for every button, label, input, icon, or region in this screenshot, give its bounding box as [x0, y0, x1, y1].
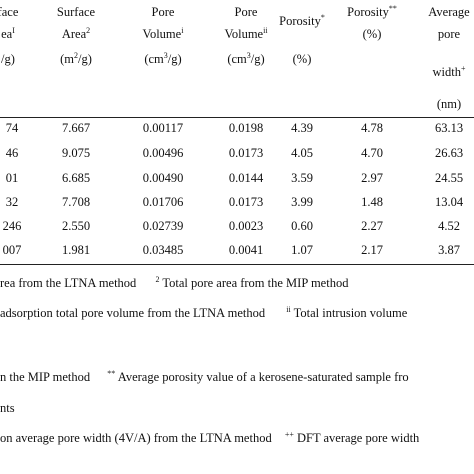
- table-cell: 7.667: [61, 121, 91, 135]
- table-cell: 2.27: [361, 219, 383, 233]
- header-avg-pore-width-line1: Average: [428, 5, 470, 19]
- table-cell: 74: [5, 121, 19, 135]
- table-cell: 26.63: [434, 146, 464, 160]
- table-cell: 3.87: [438, 243, 460, 257]
- table-cell: 6.685: [61, 171, 91, 185]
- table-cell: 0.0144: [228, 171, 264, 185]
- header-pore-volume-i-unit: (cm3/g): [144, 50, 182, 66]
- table-cell: 2.17: [361, 243, 383, 257]
- footnote-line-2: adsorption total pore volume from the LT…: [0, 304, 408, 320]
- table-cell: 0.01706: [142, 195, 184, 209]
- table-cell: 1.07: [291, 243, 313, 257]
- header-col1-line1: face: [0, 5, 19, 19]
- header-porosity-star-unit: (%): [292, 52, 312, 66]
- footnote-line-4: nts: [0, 401, 15, 415]
- header-avg-pore-width-unit: (nm): [436, 97, 462, 111]
- table-cell: 0.0023: [228, 219, 264, 233]
- header-col1-line3: /g): [1, 52, 15, 66]
- table-cell: 0.0173: [228, 146, 264, 160]
- footnote-line-1: rea from the LTNA method 2 Total pore ar…: [0, 274, 349, 290]
- table-cell: 0.0173: [228, 195, 264, 209]
- table-cell: 4.70: [361, 146, 383, 160]
- table-cell: 2.97: [361, 171, 383, 185]
- table-cell: 7.708: [61, 195, 91, 209]
- table-cell: 0.00117: [142, 121, 184, 135]
- table-cell: 246: [2, 219, 22, 233]
- table-cell: 2.550: [61, 219, 91, 233]
- table-cell: 3.99: [291, 195, 313, 209]
- table-cell: 0.03485: [142, 243, 184, 257]
- header-porosity-dstar: Porosity**: [347, 3, 397, 19]
- table-cell: 24.55: [434, 171, 464, 185]
- table-cell: 0.60: [291, 219, 313, 233]
- table-cell: 32: [5, 195, 19, 209]
- table-cell: 3.59: [291, 171, 313, 185]
- table-cell: 007: [2, 243, 22, 257]
- table-cell: 63.13: [434, 121, 464, 135]
- table-cell: 0.00496: [142, 146, 184, 160]
- header-pore-volume-ii-line1: Pore: [234, 5, 258, 19]
- header-pore-volume-ii-line2: Volumeii: [224, 25, 268, 41]
- header-avg-pore-width-line3: width+: [432, 63, 466, 79]
- table-cell: 13.04: [434, 195, 464, 209]
- table-cell: 4.05: [291, 146, 313, 160]
- table-cell: 1.48: [361, 195, 383, 209]
- header-surface-area-line1: Surface: [56, 5, 96, 19]
- header-surface-area-unit: (m2/g): [60, 50, 92, 66]
- header-pore-volume-i-line2: Volumei: [142, 25, 184, 41]
- table-cell: 0.0041: [228, 243, 264, 257]
- table-cell: 4.52: [438, 219, 460, 233]
- header-surface-area-line2: Area2: [61, 25, 91, 41]
- footnote-line-3: n the MIP method ** Average porosity val…: [0, 368, 409, 384]
- footnote-line-5: on average pore width (4V/A) from the LT…: [0, 429, 420, 445]
- header-porosity-star: Porosity*: [279, 12, 325, 28]
- table-cell: 46: [5, 146, 19, 160]
- table-cell: 01: [5, 171, 19, 185]
- table-bottom-rule: [0, 264, 474, 265]
- table-cell: 0.00490: [142, 171, 184, 185]
- header-pore-volume-ii-unit: (cm3/g): [227, 50, 265, 66]
- header-bottom-rule: [0, 117, 474, 118]
- table-cell: 4.39: [291, 121, 313, 135]
- header-col1-line2: eaI: [1, 25, 15, 41]
- table-cell: 0.02739: [142, 219, 184, 233]
- header-porosity-dstar-unit: (%): [362, 27, 382, 41]
- header-pore-volume-i-line1: Pore: [151, 5, 175, 19]
- table-cell: 1.981: [61, 243, 91, 257]
- table-cell: 9.075: [61, 146, 91, 160]
- table-cell: 0.0198: [228, 121, 264, 135]
- header-avg-pore-width-line2: pore: [437, 27, 461, 41]
- table-cell: 4.78: [361, 121, 383, 135]
